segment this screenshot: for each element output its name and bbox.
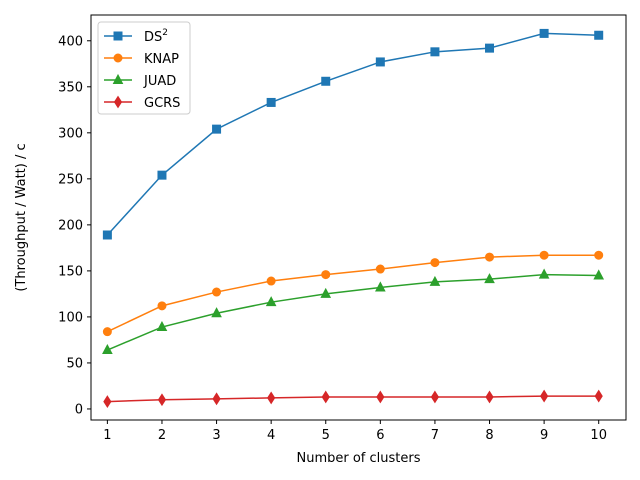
y-tick-label: 200 [58, 218, 83, 233]
x-tick-label: 4 [267, 428, 275, 443]
data-point [321, 270, 331, 280]
series-line [107, 254, 599, 333]
data-point [102, 327, 112, 337]
data-point [102, 343, 113, 355]
data-point [375, 57, 385, 67]
data-point [538, 268, 550, 279]
legend-marker [112, 73, 124, 84]
series-knap [102, 250, 604, 337]
data-point [375, 281, 386, 292]
y-tick-label: 350 [58, 80, 83, 95]
data-point [485, 252, 495, 262]
data-point [157, 301, 167, 311]
y-tick-label: 50 [66, 356, 83, 371]
legend: DS2 KNAP JUAD GCRS [97, 21, 191, 115]
y-tick-label: 100 [58, 310, 83, 325]
data-point [212, 124, 222, 134]
data-point [211, 307, 222, 318]
data-point [540, 389, 549, 403]
data-point [484, 273, 495, 284]
series-line [106, 32, 599, 236]
series-line [107, 273, 599, 351]
data-point [430, 258, 440, 268]
x-tick-label: 10 [590, 428, 607, 443]
data-point [321, 390, 330, 404]
legend-label: JUAD [143, 74, 176, 89]
data-point [539, 28, 549, 38]
legend-box [97, 21, 191, 115]
data-point [485, 43, 495, 53]
x-tick-label: 5 [322, 428, 330, 443]
data-point [430, 47, 440, 57]
data-point [375, 264, 385, 274]
data-point [376, 390, 385, 404]
x-axis-ticks: 1 2 3 4 5 6 7 8 9 10 [103, 420, 607, 443]
legend-marker [113, 53, 123, 63]
data-point [430, 390, 440, 404]
data-point [103, 395, 112, 409]
legend-marker [113, 31, 123, 41]
y-axis-label: (Throughput / Watt) / c [14, 143, 29, 291]
y-tick-label: 400 [58, 34, 83, 49]
data-point [594, 389, 603, 403]
data-point [266, 276, 276, 286]
data-point [157, 393, 167, 407]
x-tick-label: 8 [485, 428, 493, 443]
x-tick-label: 9 [540, 428, 548, 443]
x-axis-label: Number of clusters [296, 451, 420, 466]
data-point [212, 392, 221, 406]
y-tick-label: 150 [58, 264, 83, 279]
data-point [429, 275, 441, 286]
y-tick-label: 300 [58, 126, 83, 141]
data-point [593, 269, 605, 280]
data-point [212, 287, 222, 297]
series-ds [102, 28, 604, 240]
x-tick-label: 6 [376, 428, 384, 443]
data-point [157, 170, 167, 180]
data-point [265, 296, 277, 307]
legend-label: GCRS [144, 96, 180, 111]
data-point [594, 30, 604, 40]
x-tick-label: 2 [158, 428, 166, 443]
data-point [321, 76, 331, 86]
x-tick-label: 3 [212, 428, 220, 443]
data-point [267, 391, 276, 405]
data-point [485, 390, 494, 404]
data-point [102, 230, 112, 240]
data-point [320, 287, 332, 298]
data-point [156, 320, 168, 332]
y-axis-ticks: 0 50 100 150 200 250 300 350 400 [58, 34, 91, 417]
axes-frame [90, 14, 627, 421]
data-point [539, 250, 549, 260]
x-tick-label: 7 [431, 428, 439, 443]
data-point [266, 97, 276, 107]
plot-area [102, 28, 605, 409]
series-gcrs [103, 389, 603, 409]
series-line [107, 395, 599, 403]
legend-label: KNAP [144, 52, 179, 67]
legend-marker [113, 95, 123, 109]
series-juad [102, 268, 605, 355]
y-tick-label: 250 [58, 172, 83, 187]
y-tick-label: 0 [75, 402, 83, 417]
data-point [594, 250, 604, 260]
legend-label: DS2 [144, 28, 168, 45]
x-tick-label: 1 [103, 428, 111, 443]
